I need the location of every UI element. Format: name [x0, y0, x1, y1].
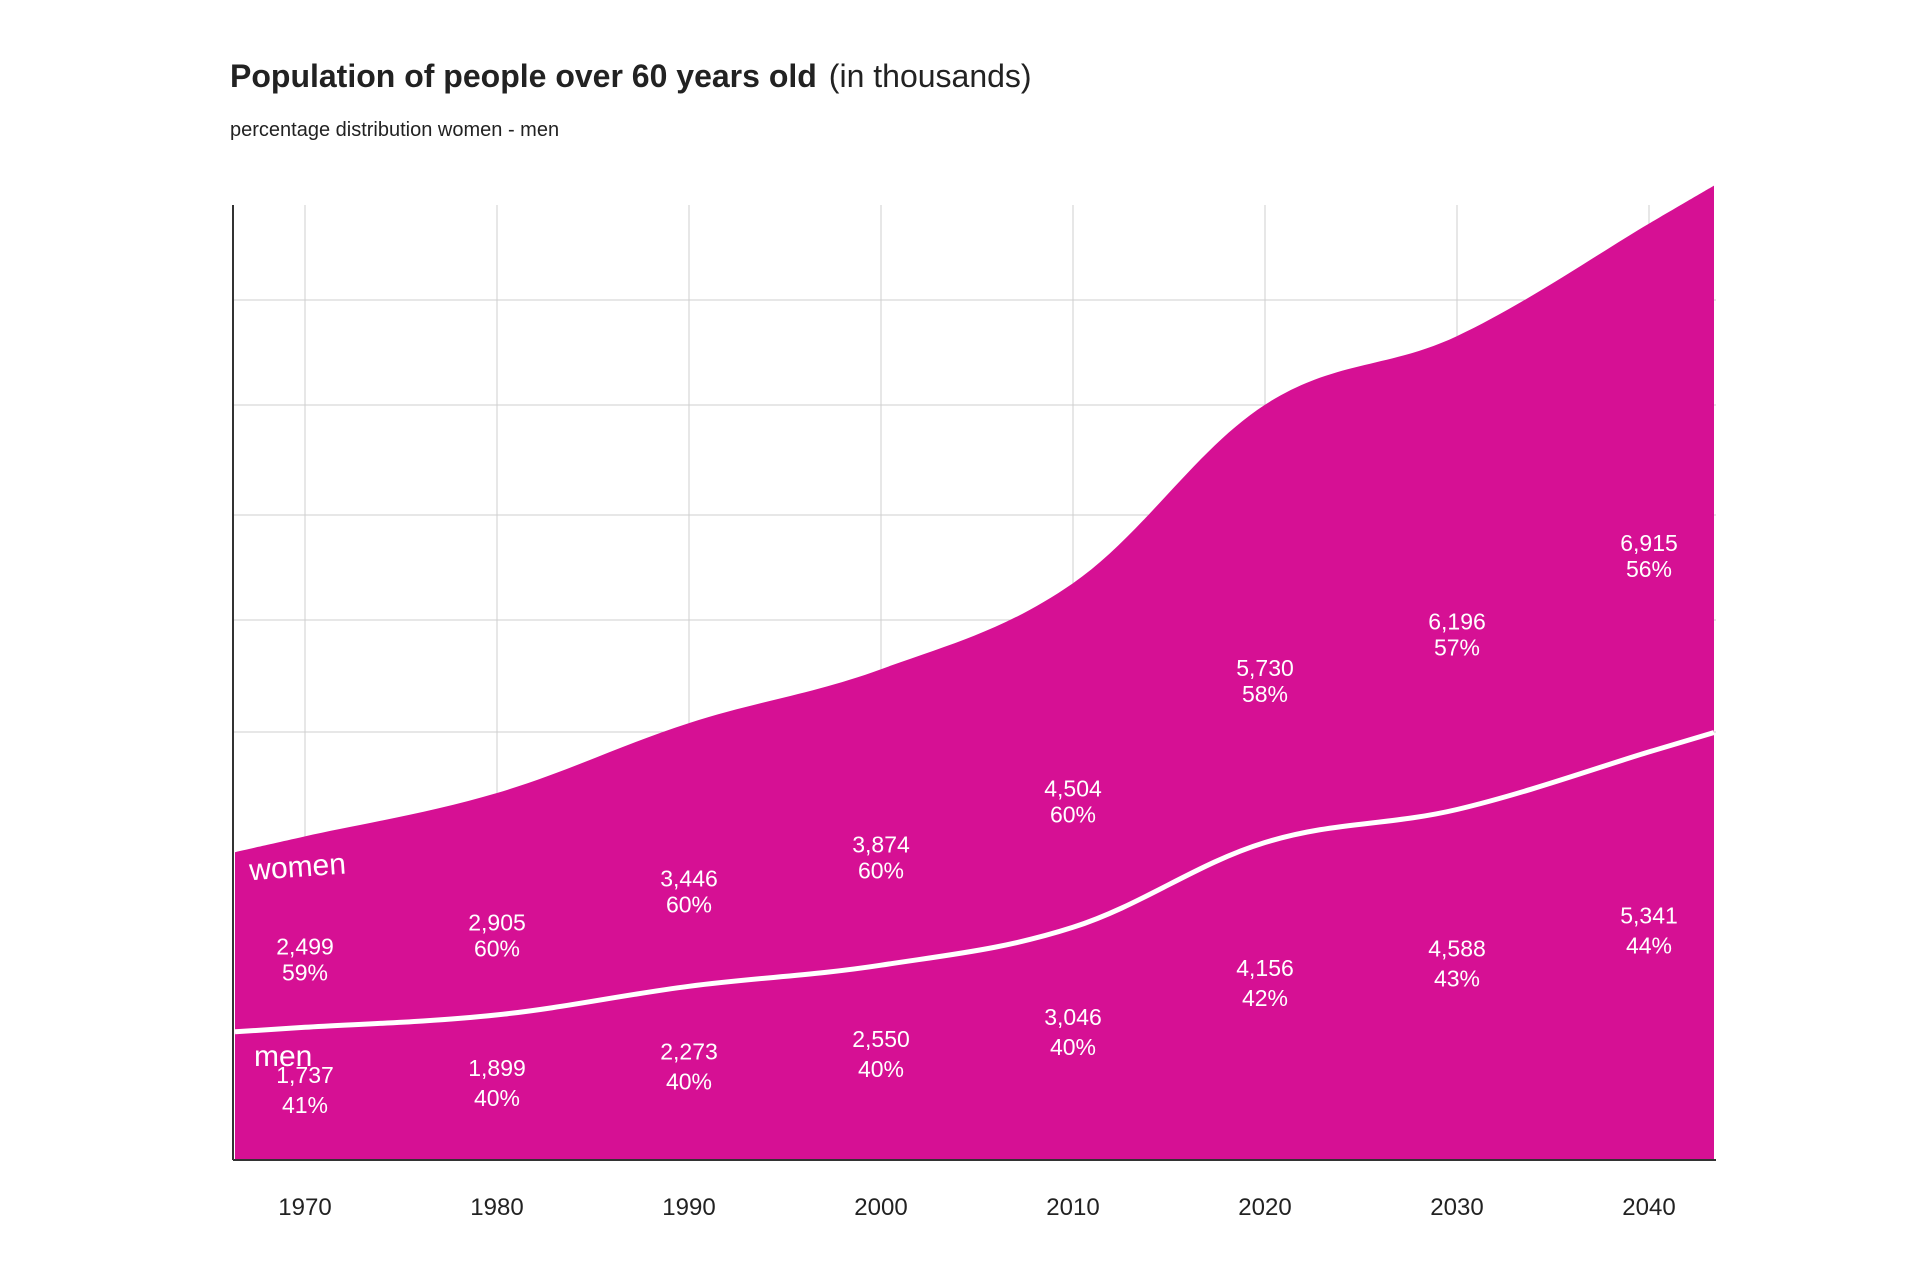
women-percent-label: 60%	[474, 936, 520, 962]
women-percent-label: 57%	[1434, 635, 1480, 661]
axes	[232, 205, 1716, 1161]
women-value-label: 3,874	[852, 832, 910, 858]
men-percent-label: 40%	[474, 1085, 520, 1111]
x-tick-label: 2000	[854, 1194, 907, 1221]
data-labels: 2,49959%1,73741%2,90560%1,89940%3,44660%…	[276, 530, 1678, 1118]
men-value-label: 1,899	[468, 1055, 526, 1081]
men-percent-label: 42%	[1242, 985, 1288, 1011]
x-tick-label: 2030	[1430, 1194, 1483, 1221]
men-value-label: 2,550	[852, 1026, 910, 1052]
chart-subtitle: percentage distribution women - men	[230, 119, 559, 141]
men-value-label: 1,737	[276, 1062, 334, 1088]
women-value-label: 6,196	[1428, 609, 1486, 635]
women-value-label: 4,504	[1044, 776, 1102, 802]
x-tick-labels: 1970 1980 1990 2000 2010 2020 2030 2040	[278, 1194, 1675, 1221]
series-labels: women men	[247, 848, 347, 1073]
men-percent-label: 43%	[1434, 966, 1480, 992]
men-value-label: 3,046	[1044, 1004, 1102, 1030]
women-percent-label: 56%	[1626, 556, 1672, 582]
women-value-label: 6,915	[1620, 530, 1678, 556]
x-tick-label: 2040	[1622, 1194, 1675, 1221]
women-percent-label: 60%	[1050, 802, 1096, 828]
women-value-label: 2,905	[468, 910, 526, 936]
total-area	[235, 185, 1714, 1161]
women-percent-label: 60%	[858, 858, 904, 884]
chart-title: Population of people over 60 years old (…	[230, 58, 1032, 94]
men-value-label: 4,156	[1236, 955, 1294, 981]
women-percent-label: 60%	[666, 891, 712, 917]
women-percent-label: 59%	[282, 960, 328, 986]
x-tick-label: 1990	[662, 1194, 715, 1221]
x-tick-label: 1970	[278, 1194, 331, 1221]
chart-title-bold: Population of people over 60 years old	[230, 58, 817, 94]
men-percent-label: 41%	[282, 1092, 328, 1118]
men-value-label: 2,273	[660, 1038, 718, 1064]
chart-title-units: (in thousands)	[829, 58, 1032, 94]
series-label-men: men	[254, 1040, 312, 1073]
men-women-divider-line	[234, 730, 1715, 1035]
x-tick-label: 2010	[1046, 1194, 1099, 1221]
women-value-label: 3,446	[660, 865, 718, 891]
x-tick-label: 2020	[1238, 1194, 1291, 1221]
men-percent-label: 40%	[1050, 1034, 1096, 1060]
men-percent-label: 44%	[1626, 932, 1672, 958]
women-value-label: 2,499	[276, 934, 334, 960]
men-percent-label: 40%	[858, 1056, 904, 1082]
series-label-women: women	[247, 848, 347, 888]
women-value-label: 5,730	[1236, 655, 1294, 681]
men-value-label: 4,588	[1428, 936, 1486, 962]
men-value-label: 5,341	[1620, 902, 1678, 928]
men-percent-label: 40%	[666, 1068, 712, 1094]
area-layer	[234, 185, 1715, 1161]
x-tick-label: 1980	[470, 1194, 523, 1221]
women-percent-label: 58%	[1242, 681, 1288, 707]
